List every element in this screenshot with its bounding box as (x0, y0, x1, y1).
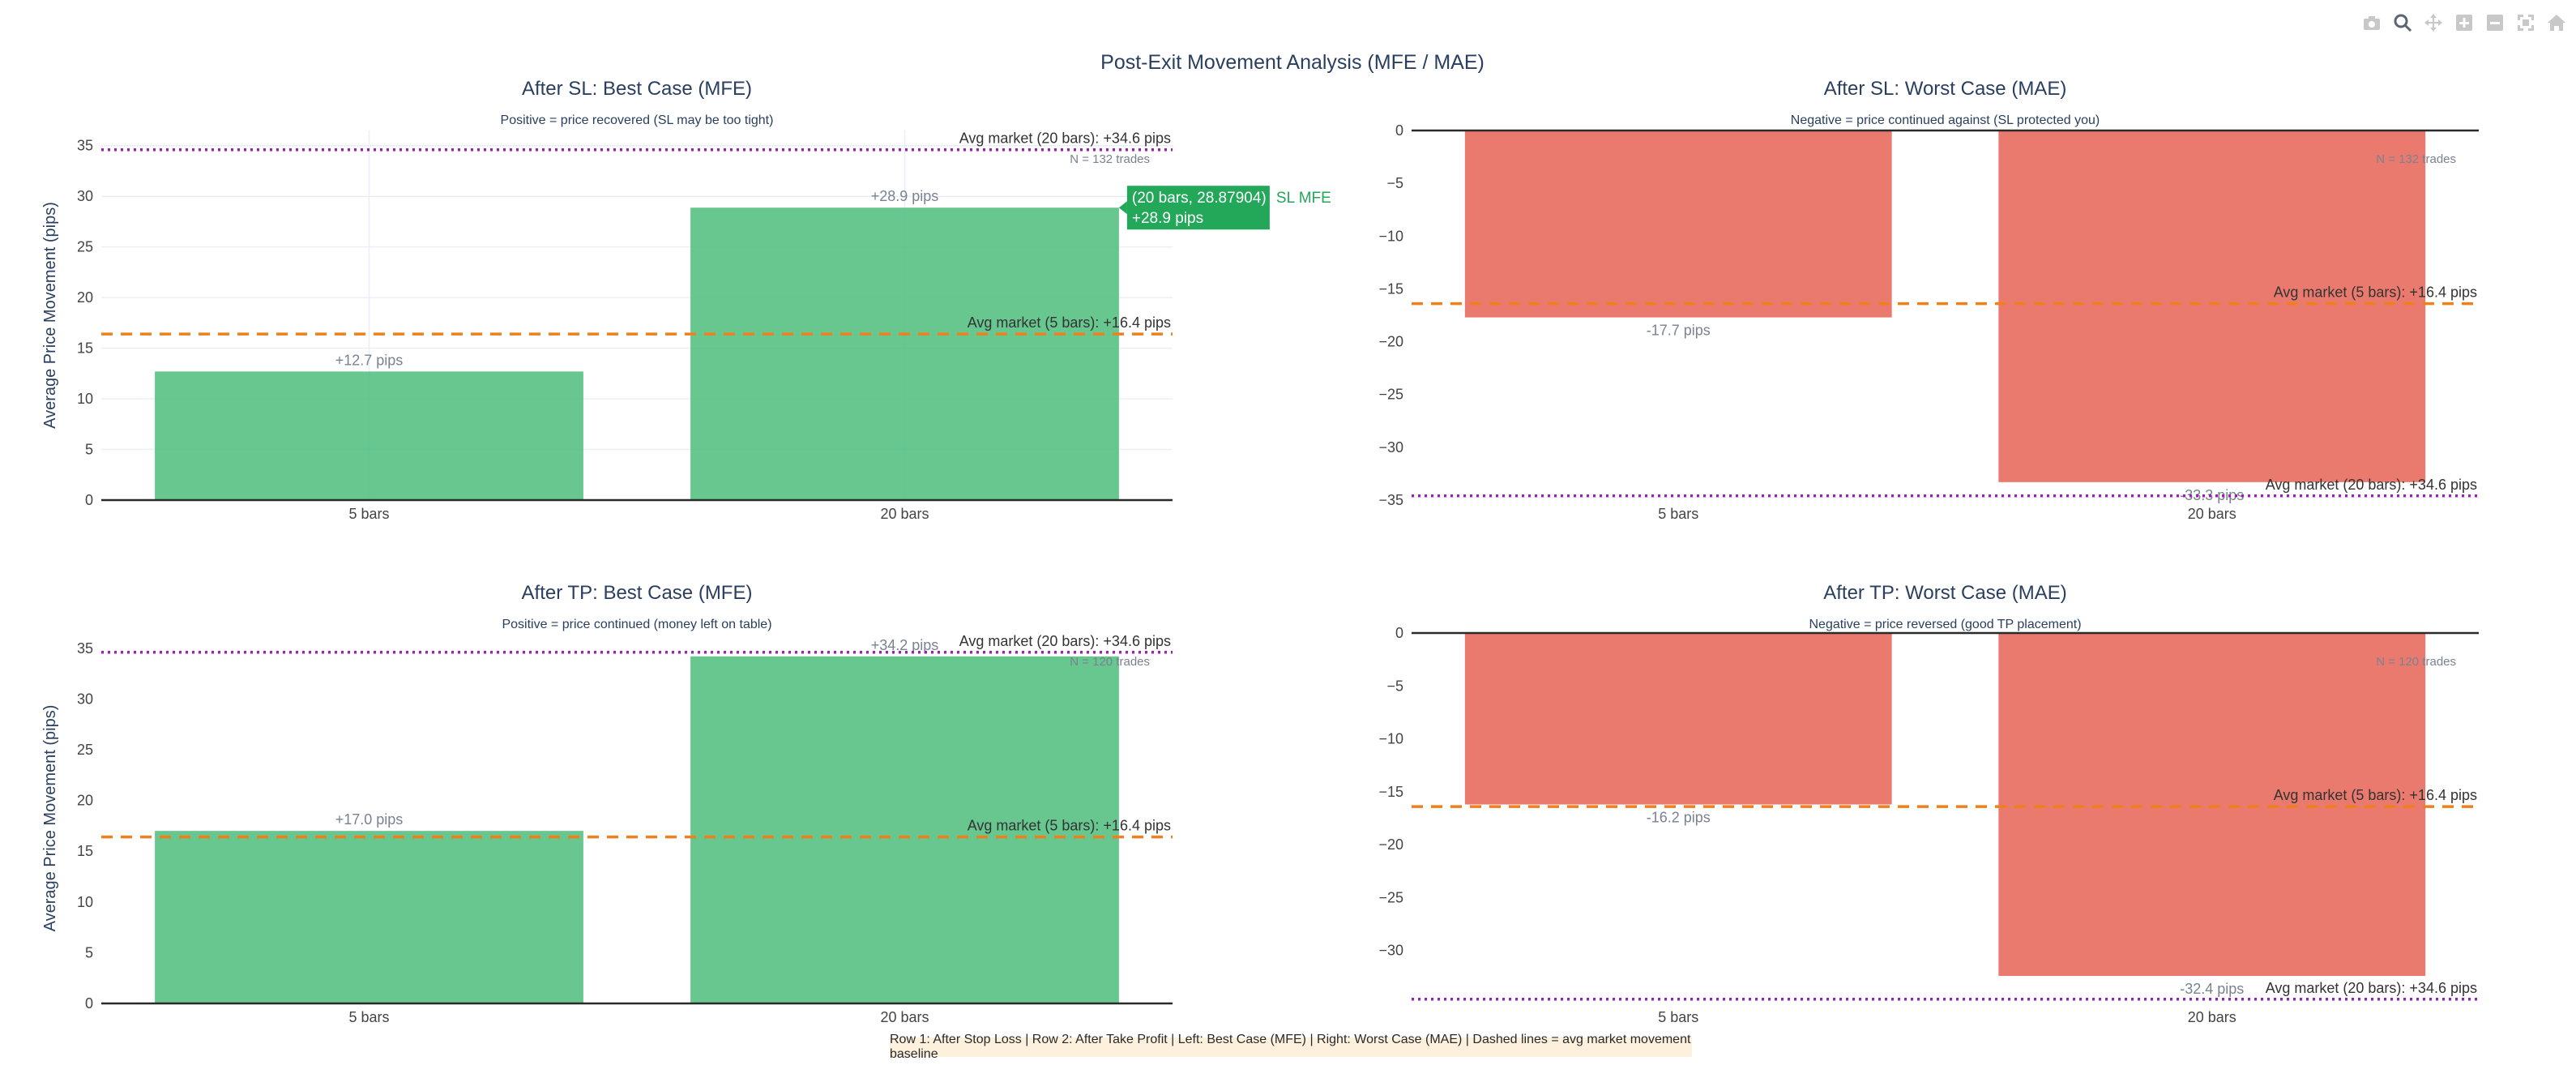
data-label: +28.9 pips (871, 188, 939, 204)
y-tick-label: 15 (77, 843, 93, 859)
y-tick-label: 25 (77, 239, 93, 255)
zoom-in-icon[interactable] (2453, 11, 2476, 34)
y-tick-label: 20 (77, 289, 93, 306)
subplot-subtitle: Negative = price continued against (SL p… (1791, 113, 2100, 127)
y-tick-label: −20 (1378, 836, 1403, 853)
baseline-label: Avg market (20 bars): +34.6 pips (2266, 477, 2477, 493)
hover-value: +28.9 pips (1132, 210, 1203, 227)
y-tick-label: 20 (77, 793, 93, 809)
subplot-subtitle: Negative = price reversed (good TP place… (1809, 618, 2081, 631)
x-tick-label: 20 bars (880, 506, 929, 522)
y-tick-label: 35 (77, 640, 93, 657)
zoom-out-icon[interactable] (2484, 11, 2506, 34)
n-trades-label: N = 120 trades (1070, 655, 1150, 669)
data-label: -16.2 pips (1647, 810, 1711, 826)
y-tick-label: −25 (1378, 387, 1403, 403)
y-tick-label: 15 (77, 340, 93, 357)
x-tick-label: 5 bars (348, 506, 389, 522)
y-tick-label: −35 (1378, 492, 1403, 508)
bar[interactable] (1464, 633, 1892, 805)
y-tick-label: 0 (85, 995, 93, 1012)
bar[interactable] (1464, 130, 1892, 318)
n-trades-label: N = 120 trades (2376, 655, 2456, 669)
y-tick-label: −10 (1378, 731, 1403, 747)
hover-box (1126, 186, 1270, 230)
y-axis-title: Average Price Movement (pips) (41, 705, 59, 932)
hover-tooltip: (20 bars, 28.87904) +28.9 pips SL MFE (1118, 186, 1331, 230)
subplot-title: After TP: Best Case (MFE) (522, 582, 753, 604)
y-tick-label: 5 (85, 442, 93, 458)
y-tick-label: 25 (77, 742, 93, 758)
y-tick-label: −25 (1378, 889, 1403, 905)
autoscale-icon[interactable] (2514, 11, 2537, 34)
subplot-title: After SL: Worst Case (MAE) (1824, 78, 2067, 100)
x-tick-label: 20 bars (2188, 1009, 2236, 1025)
baseline-label: Avg market (20 bars): +34.6 pips (959, 633, 1171, 649)
bar[interactable] (690, 207, 1119, 500)
figure-title: Post-Exit Movement Analysis (MFE / MAE) (1100, 51, 1485, 74)
y-tick-label: −15 (1378, 784, 1403, 800)
x-tick-label: 5 bars (1658, 1009, 1698, 1025)
pan-icon[interactable] (2422, 11, 2445, 34)
y-tick-label: −30 (1378, 439, 1403, 456)
baseline-label: Avg market (5 bars): +16.4 pips (968, 818, 1171, 834)
baseline-label: Avg market (20 bars): +34.6 pips (959, 130, 1171, 147)
data-label: -17.7 pips (1647, 323, 1711, 339)
subplot-4: After TP: Worst Case (MAE) Negative = pri… (1378, 582, 2479, 1025)
data-label: -32.4 pips (2180, 981, 2244, 997)
y-tick-label: −20 (1378, 334, 1403, 350)
y-tick-label: 35 (77, 138, 93, 154)
bar[interactable] (155, 831, 583, 1003)
subplot-2: After SL: Worst Case (MAE) Negative = pri… (1378, 78, 2479, 522)
y-tick-label: −15 (1378, 280, 1403, 297)
modebar (2360, 11, 2568, 34)
bar[interactable] (155, 371, 583, 500)
y-tick-label: 5 (85, 944, 93, 960)
hover-pointer (1118, 201, 1127, 215)
subplot-1: After SL: Best Case (MFE) Positive = pric… (41, 78, 1173, 522)
y-tick-label: 0 (1395, 122, 1403, 139)
zoom-icon[interactable] (2391, 11, 2414, 34)
data-label: +17.0 pips (335, 811, 404, 828)
bar[interactable] (1998, 130, 2426, 482)
bar[interactable] (1998, 633, 2426, 977)
x-tick-label: 20 bars (880, 1009, 929, 1025)
camera-icon[interactable] (2360, 11, 2383, 34)
subplot-3: After TP: Best Case (MFE) Positive = pric… (41, 582, 1173, 1025)
data-label: -33.3 pips (2180, 487, 2244, 503)
footer-note: Row 1: After Stop Loss | Row 2: After Ta… (890, 1033, 1692, 1061)
x-tick-label: 5 bars (348, 1009, 389, 1025)
y-tick-label: 30 (77, 691, 93, 707)
y-tick-label: 30 (77, 188, 93, 204)
bar[interactable] (690, 656, 1119, 1003)
y-tick-label: 10 (77, 391, 93, 407)
subplots: After SL: Best Case (MFE) Positive = pric… (41, 78, 2479, 1025)
subplot-subtitle: Positive = price continued (money left o… (502, 618, 771, 631)
subplot-title: After SL: Best Case (MFE) (522, 78, 752, 100)
y-axis-title: Average Price Movement (pips) (41, 202, 59, 429)
y-tick-label: −5 (1386, 175, 1403, 191)
baseline-label: Avg market (5 bars): +16.4 pips (2274, 787, 2477, 803)
x-tick-label: 5 bars (1658, 506, 1698, 522)
home-icon[interactable] (2545, 11, 2568, 34)
y-tick-label: 10 (77, 894, 93, 910)
hover-coords: (20 bars, 28.87904) (1132, 190, 1267, 207)
subplot-subtitle: Positive = price recovered (SL may be to… (501, 113, 774, 127)
baseline-label: Avg market (20 bars): +34.6 pips (2266, 980, 2477, 996)
baseline-label: Avg market (5 bars): +16.4 pips (2274, 284, 2477, 301)
y-tick-label: −10 (1378, 228, 1403, 244)
data-label: +34.2 pips (871, 637, 939, 653)
baseline-label: Avg market (5 bars): +16.4 pips (968, 314, 1171, 331)
subplot-title: After TP: Worst Case (MAE) (1823, 582, 2067, 604)
y-tick-label: 0 (1395, 625, 1403, 641)
y-tick-label: −5 (1386, 678, 1403, 694)
y-tick-label: −30 (1378, 943, 1403, 959)
n-trades-label: N = 132 trades (2376, 152, 2456, 166)
n-trades-label: N = 132 trades (1070, 152, 1150, 166)
y-tick-label: 0 (85, 492, 93, 508)
x-tick-label: 20 bars (2188, 506, 2236, 522)
hover-series-name: SL MFE (1276, 190, 1331, 207)
data-label: +12.7 pips (335, 352, 404, 368)
